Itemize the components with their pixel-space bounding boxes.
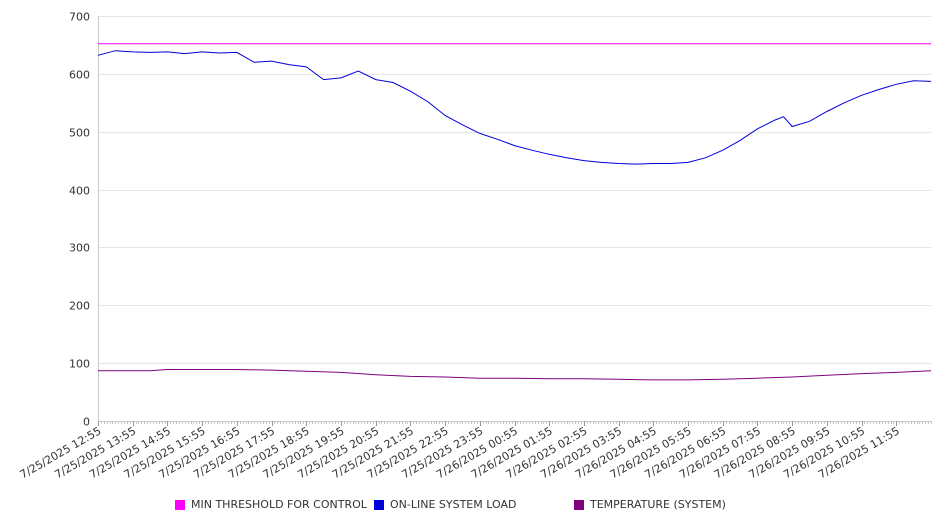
legend-swatch bbox=[574, 499, 584, 510]
legend-label: ON-LINE SYSTEM LOAD bbox=[390, 498, 517, 511]
series-line-2 bbox=[98, 369, 932, 381]
x-tick-labels: 7/25/2025 12:557/25/2025 13:557/25/2025 … bbox=[18, 424, 902, 481]
y-tick-label: 100 bbox=[69, 358, 90, 371]
grid-lines bbox=[98, 16, 931, 422]
series-lines bbox=[97, 43, 932, 381]
legend-item-system-load[interactable]: ON-LINE SYSTEM LOAD bbox=[374, 498, 516, 511]
y-tick-label: 0 bbox=[83, 416, 90, 429]
legend: MIN THRESHOLD FOR CONTROL ON-LINE SYSTEM… bbox=[0, 498, 946, 514]
y-tick-label: 200 bbox=[69, 300, 90, 313]
y-tick-label: 700 bbox=[69, 11, 90, 24]
legend-item-min-threshold[interactable]: MIN THRESHOLD FOR CONTROL bbox=[175, 498, 367, 511]
axes bbox=[98, 16, 932, 426]
y-tick-label: 300 bbox=[69, 242, 90, 255]
legend-label: MIN THRESHOLD FOR CONTROL bbox=[191, 498, 367, 511]
legend-label: TEMPERATURE (SYSTEM) bbox=[590, 498, 726, 511]
legend-item-temperature[interactable]: TEMPERATURE (SYSTEM) bbox=[574, 498, 726, 511]
y-tick-label: 600 bbox=[69, 69, 90, 82]
y-tick-labels: 0 100 200 300 400 500 600 700 bbox=[69, 11, 90, 429]
legend-swatch bbox=[374, 499, 384, 510]
y-tick-label: 500 bbox=[69, 127, 90, 140]
legend-swatch bbox=[175, 499, 185, 510]
y-tick-label: 400 bbox=[69, 185, 90, 198]
series-line-1 bbox=[97, 50, 932, 165]
